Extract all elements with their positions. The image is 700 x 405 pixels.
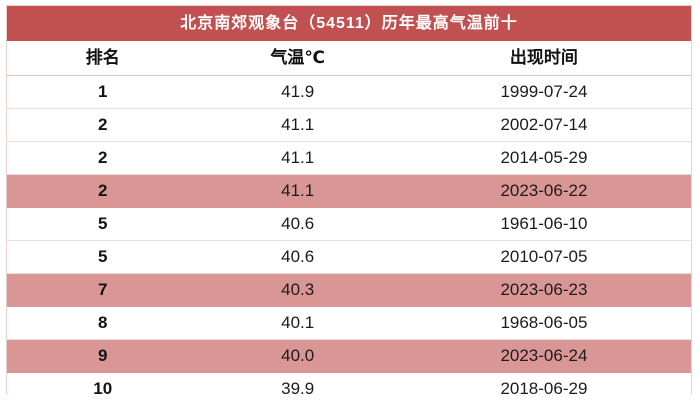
cell-date: 2010-07-05: [500, 247, 588, 266]
table-row: 8 40.1 1968-06-05: [7, 307, 691, 340]
cell-rank: 2: [98, 115, 108, 134]
cell-date: 1999-07-24: [500, 82, 588, 101]
cell-temp: 41.9: [281, 82, 315, 101]
cell-rank: 7: [98, 280, 108, 299]
cell-temp: 40.6: [281, 214, 315, 233]
column-header-date: 出现时间: [509, 48, 578, 67]
column-header-rank: 排名: [85, 48, 120, 67]
temperature-ranking-table: 北京南郊观象台（54511）历年最高气温前十 排名 气温℃ 出现时间 1 41.9…: [6, 5, 692, 405]
cell-date: 2014-05-29: [500, 148, 588, 167]
table-row: 2 41.1 2014-05-29: [7, 142, 691, 175]
table-row: 2 41.1 2023-06-22: [7, 175, 691, 208]
table-row: 2 41.1 2002-07-14: [7, 109, 691, 142]
table-body: 1 41.9 1999-07-24 2 41.1 2002-07-14 2 41.1 2014-…: [7, 76, 691, 405]
table-header-row: 排名 气温℃ 出现时间: [7, 41, 691, 76]
cell-date: 2023-06-23: [500, 280, 588, 299]
cell-temp: 40.3: [281, 280, 315, 299]
cell-rank: 5: [98, 247, 108, 266]
cell-rank: 2: [98, 181, 108, 200]
table-row: 10 39.9 2018-06-29: [7, 373, 691, 405]
cell-rank: 2: [98, 148, 108, 167]
cell-rank: 10: [93, 379, 113, 398]
cell-date: 2018-06-29: [500, 379, 588, 398]
cell-temp: 40.6: [281, 247, 315, 266]
cell-rank: 5: [98, 214, 108, 233]
table-row: 7 40.3 2023-06-23: [7, 274, 691, 307]
cell-temp: 40.1: [281, 313, 315, 332]
cell-date: 1961-06-10: [500, 214, 588, 233]
cell-date: 2023-06-22: [500, 181, 588, 200]
cell-temp: 41.1: [281, 181, 315, 200]
table-title-bar: 北京南郊观象台（54511）历年最高气温前十: [7, 6, 691, 41]
cell-date: 1968-06-05: [500, 313, 588, 332]
cell-rank: 9: [98, 346, 108, 365]
table-row: 1 41.9 1999-07-24: [7, 76, 691, 109]
cell-date: 2002-07-14: [500, 115, 588, 134]
table-row: 5 40.6 2010-07-05: [7, 241, 691, 274]
cell-temp: 41.1: [281, 115, 315, 134]
table-title: 北京南郊观象台（54511）历年最高气温前十: [180, 15, 518, 32]
cell-rank: 1: [98, 82, 108, 101]
column-header-temperature: 气温℃: [270, 48, 325, 67]
cell-temp: 40.0: [281, 346, 315, 365]
table-row: 5 40.6 1961-06-10: [7, 208, 691, 241]
cell-temp: 39.9: [281, 379, 315, 398]
cell-date: 2023-06-24: [500, 346, 588, 365]
table-row: 9 40.0 2023-06-24: [7, 340, 691, 373]
cell-rank: 8: [98, 313, 108, 332]
cell-temp: 41.1: [281, 148, 315, 167]
